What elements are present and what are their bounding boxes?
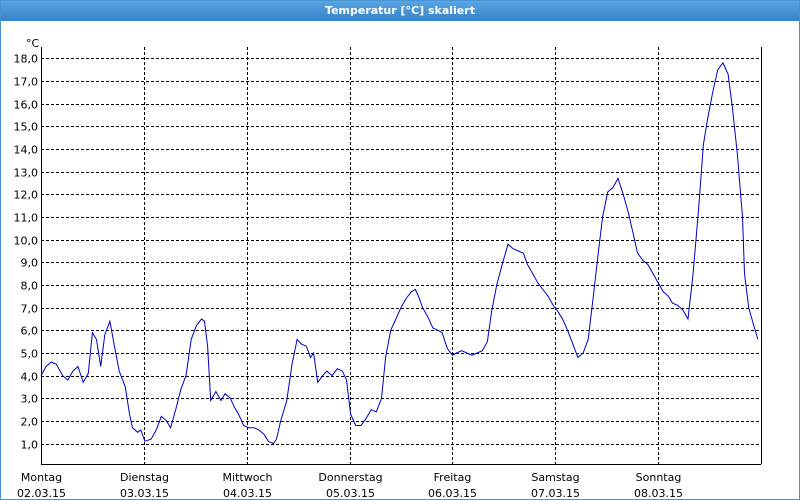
y-tick-label: 15,0	[14, 121, 39, 134]
y-tick-label: 2,0	[21, 416, 39, 429]
x-tick-label: 03.03.15	[120, 487, 169, 499]
y-tick-label: 7,0	[21, 303, 39, 316]
x-tick-label: Dienstag	[120, 471, 169, 484]
title-bar: Temperatur [°C] skaliert	[1, 1, 799, 21]
y-tick-label: 11,0	[14, 212, 39, 225]
x-tick-label: 02.03.15	[17, 487, 66, 499]
x-tick-label: 04.03.15	[223, 487, 272, 499]
y-unit: °C	[26, 37, 40, 50]
x-tick-label: 05.03.15	[326, 487, 375, 499]
y-tick-label: 16,0	[14, 99, 39, 112]
y-tick-label: 18,0	[14, 53, 39, 66]
y-tick-label: 3,0	[21, 393, 39, 406]
y-tick-label: 5,0	[21, 348, 39, 361]
x-tick-label: Samstag	[531, 471, 579, 484]
x-tick-label: Sonntag	[636, 471, 682, 484]
chart: °C 1,0 2,0 3,0 4,0 5,0 6,0 7,0 8,0 9,0 10,0 11,0 12…	[14, 37, 762, 499]
x-tick-label: 08.03.15	[634, 487, 683, 499]
y-tick-label: 10,0	[14, 235, 39, 248]
y-tick-label: 17,0	[14, 76, 39, 89]
x-tick-label: Donnerstag	[318, 471, 382, 484]
x-tick-label: Freitag	[434, 471, 472, 484]
y-tick-label: 14,0	[14, 144, 39, 157]
x-tick-label: Mittwoch	[223, 471, 273, 484]
y-tick-label: 6,0	[21, 325, 39, 338]
x-tick-label: 07.03.15	[531, 487, 580, 499]
y-tick-label: 13,0	[14, 167, 39, 180]
x-tick-label: Montag	[21, 471, 62, 484]
y-tick-label: 12,0	[14, 189, 39, 202]
y-tick-label: 1,0	[21, 439, 39, 452]
y-tick-label: 8,0	[21, 280, 39, 293]
y-tick-label: 9,0	[21, 257, 39, 270]
x-tick-label: 06.03.15	[428, 487, 477, 499]
y-tick-label: 4,0	[21, 371, 39, 384]
line-series	[40, 61, 759, 445]
